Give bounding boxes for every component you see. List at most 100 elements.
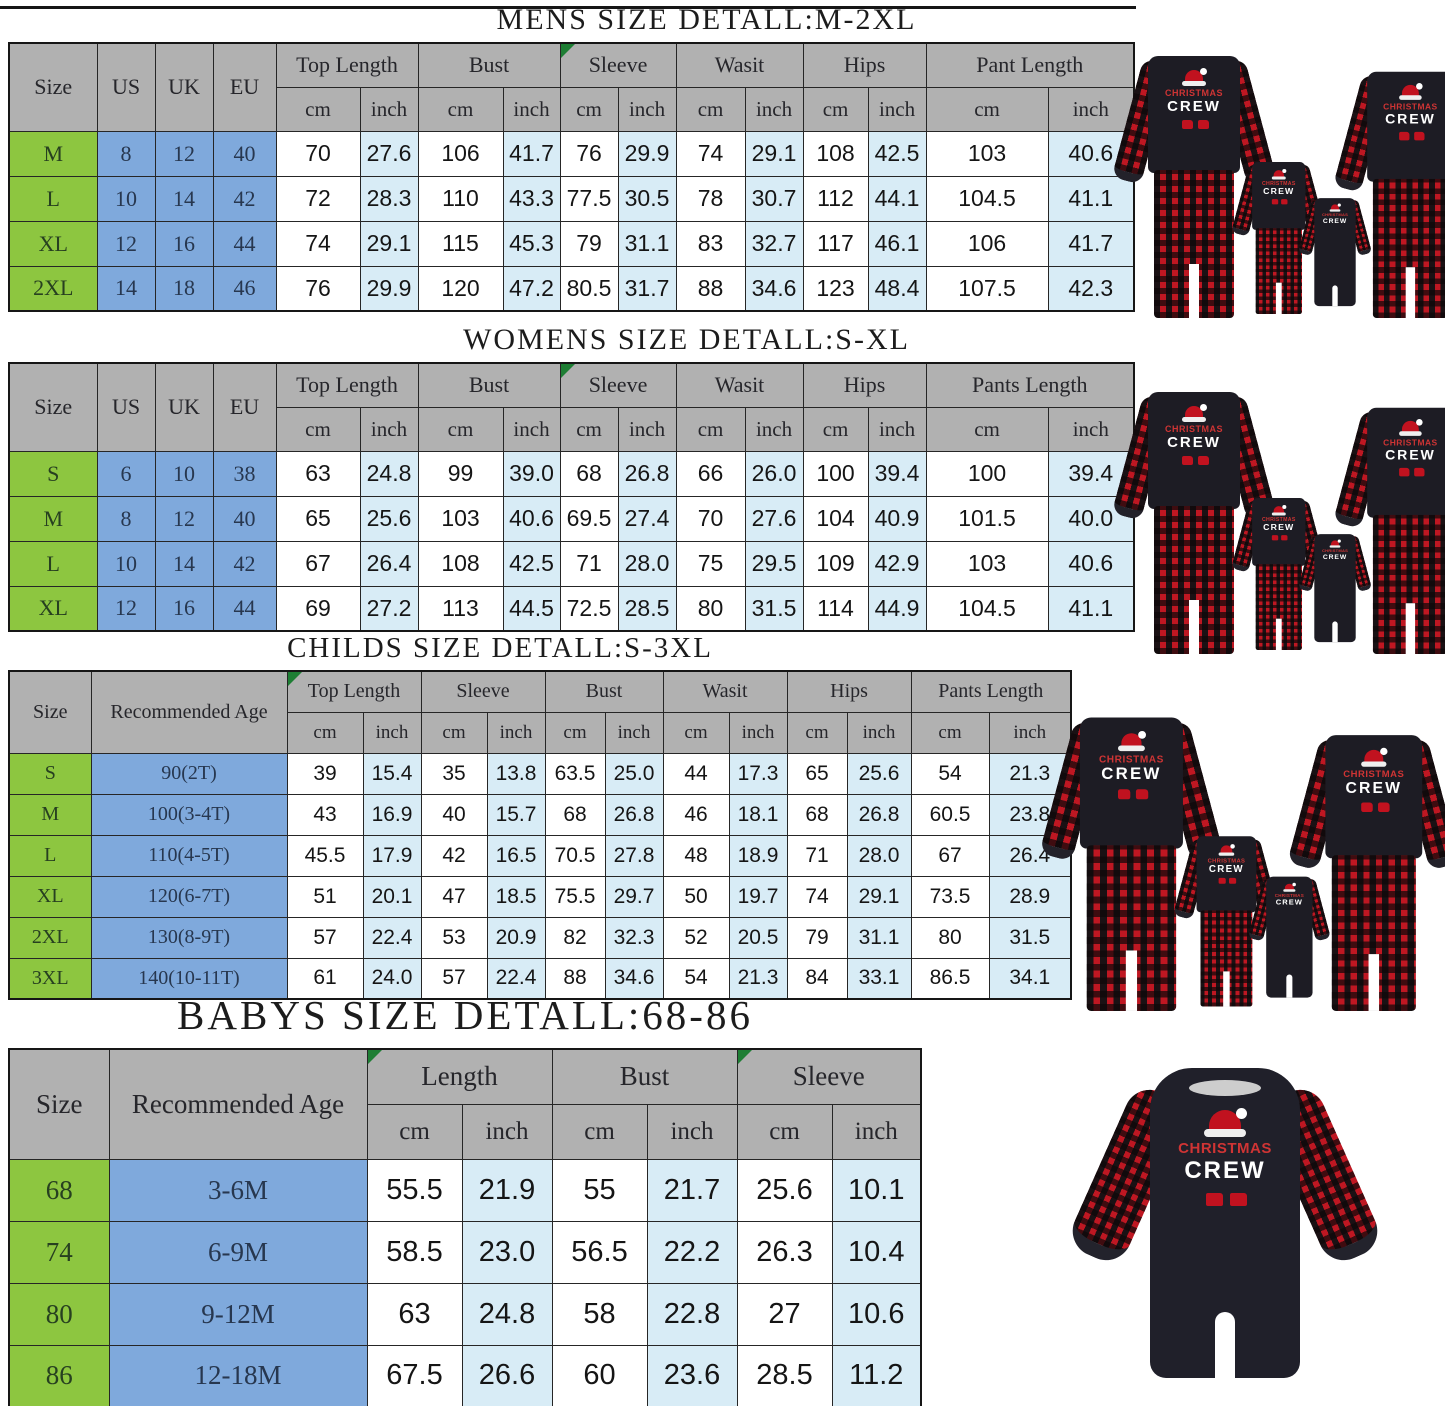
- value-cell: 45.5: [286, 834, 364, 877]
- us-cell: 8: [96, 495, 156, 542]
- value-cell: 74: [675, 130, 746, 177]
- table-row: XL 12 16 44 69 27.2 113 44.5 72.5 28.5 8…: [8, 585, 1135, 632]
- value-cell: 68: [559, 450, 619, 497]
- crew-graphic-text: CREW: [1322, 217, 1348, 225]
- value-cell: 47: [420, 875, 488, 918]
- unit-cm: cm: [551, 1103, 648, 1160]
- unit-inch: inch: [744, 406, 804, 452]
- value-cell: 39: [286, 752, 364, 795]
- size-cell: M: [8, 130, 98, 177]
- size-cell: XL: [8, 585, 98, 632]
- unit-cm: cm: [786, 711, 848, 754]
- size-cell: 80: [8, 1282, 110, 1346]
- col-header-bust: Bust: [417, 362, 561, 408]
- col-header-waist: Wasit: [675, 42, 804, 88]
- table-row: L 110(4-5T) 45.5 17.9 42 16.5 70.5 27.8 …: [8, 834, 1072, 877]
- boots-graphic: [1181, 456, 1193, 465]
- womens-table-title: WOMENS SIZE DETALL:S-XL: [463, 323, 910, 356]
- value-cell: 40: [420, 793, 488, 836]
- unit-cm: cm: [736, 1103, 833, 1160]
- value-cell: 78: [675, 175, 746, 222]
- santa-hat-graphic: [1361, 747, 1388, 767]
- santa-hat-graphic: [1117, 730, 1147, 752]
- christmas-graphic-text: CHRISTMAS: [1274, 892, 1304, 898]
- pajama-figure-baby: CHRISTMAS CREW: [1297, 534, 1373, 652]
- boots-graphic: [1398, 131, 1409, 141]
- boots-graphic: [1271, 535, 1278, 541]
- unit-inch: inch: [867, 86, 927, 132]
- value-cell: 79: [559, 220, 619, 267]
- value-cell: 76: [559, 130, 619, 177]
- unit-cm: cm: [662, 711, 730, 754]
- pajama-figure-man: CHRISTMAS CREW: [1039, 717, 1224, 1011]
- us-cell: 8: [96, 130, 156, 177]
- value-cell: 65: [275, 495, 361, 542]
- value-cell: 75: [675, 540, 746, 587]
- baby-romper-body: CHRISTMAS CREW: [1150, 1068, 1300, 1378]
- pajama-top: CHRISTMAS CREW: [1079, 717, 1183, 849]
- value-cell: 18.1: [728, 793, 788, 836]
- santa-hat-graphic: [1271, 169, 1287, 180]
- value-cell: 68: [786, 793, 848, 836]
- value-cell: 53: [420, 916, 488, 959]
- value-cell: 84: [786, 957, 848, 1000]
- baby-romper: CHRISTMAS CREW: [1266, 876, 1313, 998]
- value-cell: 31.1: [617, 220, 677, 267]
- uk-cell: 10: [154, 450, 214, 497]
- eu-cell: 44: [212, 585, 277, 632]
- table-row: 3XL 140(10-11T) 61 24.0 57 22.4 88 34.6 …: [8, 957, 1072, 1000]
- value-cell: 25.6: [736, 1158, 833, 1222]
- col-header-sleeve: Sleeve: [559, 362, 677, 408]
- value-cell: 67: [910, 834, 990, 877]
- value-cell: 65: [786, 752, 848, 795]
- col-header-length: Length: [366, 1048, 553, 1105]
- age-cell: 9-12M: [108, 1282, 368, 1346]
- table-row: 74 6-9M 58.5 23.0 56.5 22.2 26.3 10.4: [8, 1220, 922, 1284]
- value-cell: 32.3: [604, 916, 664, 959]
- value-cell: 34.1: [988, 957, 1072, 1000]
- unit-cm: cm: [286, 711, 364, 754]
- value-cell: 69: [275, 585, 361, 632]
- col-header-eu: EU: [212, 42, 277, 132]
- value-cell: 17.3: [728, 752, 788, 795]
- table-row: XL 120(6-7T) 51 20.1 47 18.5 75.5 29.7 5…: [8, 875, 1072, 918]
- crew-graphic-text: CREW: [1345, 779, 1403, 798]
- value-cell: 63: [275, 450, 361, 497]
- size-cell: XL: [8, 875, 92, 918]
- value-cell: 21.7: [646, 1158, 738, 1222]
- babys-size-section: BABYS SIZE DETALL:68-86 Size Recommended…: [8, 990, 923, 1406]
- value-cell: 26.3: [736, 1220, 833, 1284]
- value-cell: 40.6: [502, 495, 561, 542]
- pajama-top: CHRISTMAS CREW: [1252, 162, 1306, 230]
- value-cell: 58.5: [366, 1220, 463, 1284]
- value-cell: 56.5: [551, 1220, 648, 1284]
- value-cell: 41.1: [1047, 175, 1135, 222]
- unit-inch: inch: [831, 1103, 922, 1160]
- pajama-figure-woman: CHRISTMAS CREW: [1332, 407, 1445, 654]
- unit-inch: inch: [359, 86, 419, 132]
- unit-inch: inch: [502, 406, 561, 452]
- value-cell: 44: [662, 752, 730, 795]
- crew-graphic-text: CREW: [1263, 522, 1295, 533]
- pajama-figure-man: CHRISTMAS CREW: [1111, 392, 1277, 654]
- value-cell: 29.9: [359, 265, 419, 312]
- value-cell: 46: [662, 793, 730, 836]
- size-cell: XL: [8, 220, 98, 267]
- plaid-pants: [1255, 564, 1302, 650]
- value-cell: 41.7: [502, 130, 561, 177]
- christmas-graphic-text: CHRISTMAS: [1343, 768, 1405, 780]
- header-row: Size US UK EU Top Length Bust Sleeve Was…: [8, 42, 1135, 132]
- value-cell: 41.1: [1047, 585, 1135, 632]
- value-cell: 29.7: [604, 875, 664, 918]
- value-cell: 11.2: [831, 1344, 922, 1406]
- table-row: M 8 12 40 70 27.6 106 41.7 76 29.9 74 29…: [8, 130, 1135, 177]
- value-cell: 117: [802, 220, 869, 267]
- value-cell: 100: [802, 450, 869, 497]
- value-cell: 61: [286, 957, 364, 1000]
- santa-hat-graphic: [1329, 203, 1341, 212]
- value-cell: 63: [366, 1282, 463, 1346]
- value-cell: 57: [286, 916, 364, 959]
- pajama-figure-baby: CHRISTMAS CREW: [1247, 876, 1331, 1009]
- size-cell: 74: [8, 1220, 110, 1284]
- col-header-waist: Wasit: [675, 362, 804, 408]
